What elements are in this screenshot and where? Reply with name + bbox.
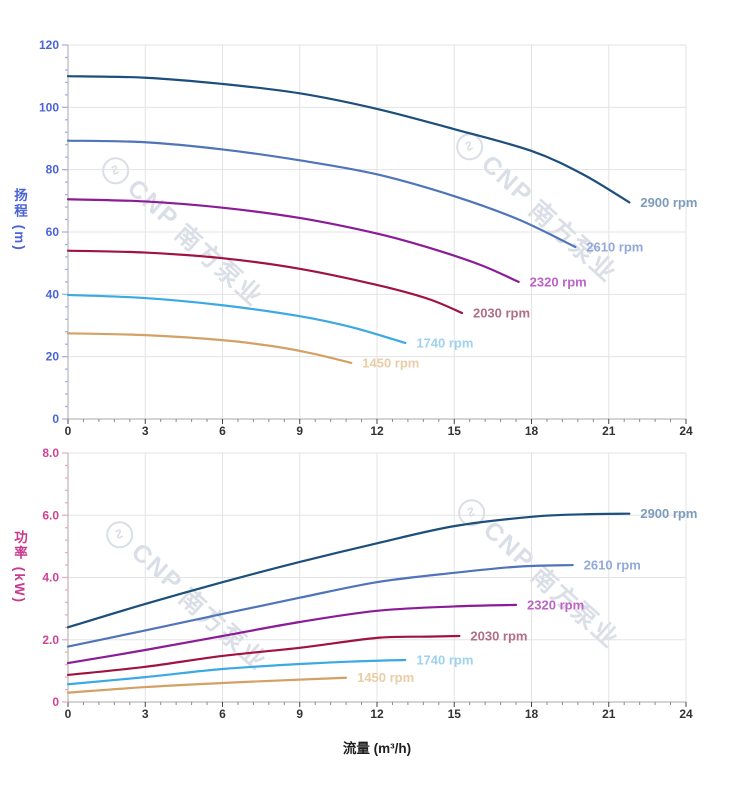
curve-label-1740-rpm: 1740 rpm: [416, 335, 473, 350]
curve-label-2900-rpm: 2900 rpm: [640, 506, 697, 521]
curve-2320-rpm: [66, 603, 518, 665]
y-tick-label: 40: [46, 287, 60, 301]
curve-label-2030-rpm: 2030 rpm: [473, 306, 530, 321]
curve-label-2610-rpm: 2610 rpm: [586, 239, 643, 254]
y-tick-label: 80: [46, 163, 60, 177]
x-tick-label: 6: [219, 424, 226, 438]
x-tick-label: 24: [679, 424, 693, 438]
curve-label-2320-rpm: 2320 rpm: [530, 274, 587, 289]
x-tick-label: 0: [65, 707, 72, 721]
x-tick-label: 12: [370, 424, 384, 438]
x-tick-label: 3: [142, 707, 149, 721]
curve-label-2030-rpm: 2030 rpm: [470, 629, 527, 644]
curve-1450-rpm: [66, 676, 348, 694]
x-tick-label: 6: [219, 707, 226, 721]
x-tick-label: 0: [65, 424, 72, 438]
y-tick-label: 100: [39, 100, 59, 114]
y-tick-label: 120: [39, 38, 59, 52]
curve-1450-rpm: [66, 332, 353, 364]
y-tick-label: 0: [52, 695, 59, 709]
curve-label-2320-rpm: 2320 rpm: [527, 597, 584, 612]
y-tick-label: 2.0: [42, 633, 59, 647]
curve-2900-rpm: [66, 75, 631, 204]
power-axis-title: 功率 (kW): [12, 530, 27, 604]
curve-label-1740-rpm: 1740 rpm: [416, 652, 473, 667]
curve-2900-rpm: [66, 512, 631, 629]
curve-2030-rpm: [66, 249, 464, 315]
curve-label-1450-rpm: 1450 rpm: [362, 355, 419, 370]
head-vs-flow-chart: 0 3 6 9 12 15 18 21 24 0 20 40 60 80 100 120 2900 rpm 261…: [39, 38, 697, 438]
x-tick-label: 12: [370, 707, 384, 721]
flow-axis-title: 流量 (m³/h): [342, 741, 412, 756]
x-tick-label: 21: [602, 424, 616, 438]
x-tick-label: 24: [679, 707, 693, 721]
x-tick-label: 15: [448, 707, 462, 721]
x-tick-label: 18: [525, 424, 539, 438]
curve-label-1450-rpm: 1450 rpm: [357, 670, 414, 685]
curve-2030-rpm: [66, 634, 461, 677]
x-tick-label: 18: [525, 707, 539, 721]
curve-2320-rpm: [66, 198, 520, 283]
y-tick-label: 8.0: [42, 446, 59, 460]
x-tick-label: 3: [142, 424, 149, 438]
x-tick-label: 15: [448, 424, 462, 438]
curve-label-2900-rpm: 2900 rpm: [640, 195, 697, 210]
curve-1740-rpm: [66, 293, 407, 345]
curve-1740-rpm: [66, 658, 407, 686]
y-tick-label: 20: [46, 350, 60, 364]
y-tick-label: 0: [52, 412, 59, 426]
curve-label-2610-rpm: 2610 rpm: [584, 558, 641, 573]
head-axis-title: 扬程 (m): [12, 188, 27, 252]
x-tick-label: 9: [296, 424, 303, 438]
power-vs-flow-chart: 0 3 6 9 12 15 18 21 24 0 2.0 4.0 6.0 8.0 2900 rpm 2610 …: [42, 446, 697, 721]
curve-2610-rpm: [66, 139, 577, 249]
x-tick-label: 21: [602, 707, 616, 721]
y-tick-label: 60: [46, 225, 60, 239]
y-tick-label: 4.0: [42, 571, 59, 585]
y-tick-label: 6.0: [42, 508, 59, 522]
x-tick-label: 9: [296, 707, 303, 721]
curve-2610-rpm: [66, 563, 574, 648]
